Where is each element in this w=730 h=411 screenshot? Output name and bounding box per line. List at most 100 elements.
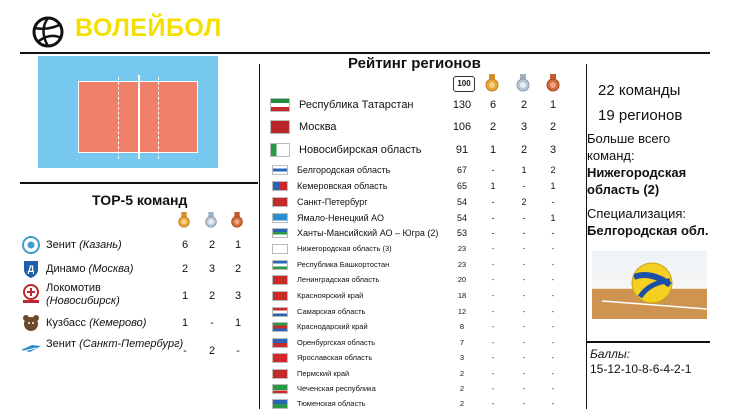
region-bronze: - [551, 291, 555, 300]
team-city: (Кемерово) [89, 317, 147, 329]
top5-divider [20, 182, 258, 184]
region-name: Чеченская республика [297, 384, 376, 393]
region-points: 2 [459, 399, 465, 408]
top5-medal-header [0, 210, 260, 232]
teams-count: 22 команды [598, 82, 681, 99]
region-flag-icon [272, 260, 288, 270]
region-points: 2 [459, 384, 465, 393]
region-points: 53 [456, 228, 467, 238]
region-row: Краснодарский край 8 - - - [270, 321, 590, 339]
region-name: Нижегородская область (3) [297, 244, 392, 253]
region-gold: 6 [489, 99, 497, 111]
region-row: Красноярский край 18 - - - [270, 290, 590, 308]
team-row: Д Динамо (Москва) 2 3 2 [20, 258, 255, 282]
region-bronze: - [551, 307, 555, 316]
region-silver: - [522, 275, 526, 284]
left-column-divider [259, 64, 260, 409]
team-silver: 2 [208, 345, 216, 357]
region-name: Ленинградская область [297, 275, 380, 284]
team-city: (Санкт-Петербург) [79, 338, 184, 350]
top5-title: TOP-5 команд [92, 192, 188, 208]
header-divider [20, 52, 710, 54]
region-bronze: - [551, 197, 555, 207]
region-points: 23 [457, 260, 467, 269]
team-city: (Казань) [79, 239, 122, 251]
team-name: Зенит [46, 239, 77, 251]
region-name: Самарская область [297, 307, 366, 316]
team-bronze: 1 [234, 239, 242, 251]
region-silver: 2 [521, 197, 527, 207]
region-flag-icon [272, 338, 288, 348]
region-gold: - [491, 260, 495, 269]
team-bronze: - [236, 345, 240, 357]
region-points: 23 [457, 244, 467, 253]
region-bronze: - [551, 275, 555, 284]
region-silver: 1 [521, 165, 527, 175]
region-row: Самарская область 12 - - - [270, 306, 590, 324]
team-row: Кузбасс (Кемерово) 1 - 1 [20, 312, 255, 336]
region-row: Ямало-Ненецкий АО 54 - - 1 [270, 212, 590, 230]
region-points: 54 [456, 197, 467, 207]
region-name: Белгородская область [297, 165, 391, 175]
region-points: 18 [457, 291, 467, 300]
team-silver: 2 [208, 239, 216, 251]
team-gold: 1 [181, 317, 189, 329]
region-flag-icon [272, 244, 288, 254]
region-bronze: - [551, 244, 555, 253]
region-flag-icon [270, 98, 290, 112]
region-silver: 2 [520, 144, 528, 156]
region-bronze: - [551, 369, 555, 378]
region-silver: - [522, 322, 526, 331]
team-silver: 3 [208, 263, 216, 275]
region-silver: - [522, 384, 526, 393]
region-name: Новосибирская область [299, 144, 422, 156]
region-flag-icon [270, 143, 290, 157]
region-flag-icon [272, 399, 288, 409]
region-row: Пермский край 2 - - - [270, 368, 590, 386]
regions-count: 19 регионов [598, 107, 683, 124]
region-bronze: 1 [549, 99, 557, 111]
region-points: 12 [457, 307, 467, 316]
region-points: 67 [456, 165, 467, 175]
region-points: 20 [457, 275, 467, 284]
region-silver: - [522, 260, 526, 269]
team-bronze: 1 [234, 317, 242, 329]
region-points: 65 [456, 181, 467, 191]
region-bronze: - [551, 322, 555, 331]
region-points: 106 [452, 121, 472, 133]
right-column-divider [586, 64, 587, 409]
region-bronze: - [551, 384, 555, 393]
region-bronze: 2 [550, 165, 556, 175]
region-flag-icon [272, 197, 288, 207]
region-gold: - [491, 322, 495, 331]
region-gold: - [491, 197, 495, 207]
region-name: Тюменская область [297, 399, 366, 408]
team-row: Зенит (Санкт-Петербург) - 2 - [20, 336, 255, 368]
region-flag-icon [272, 228, 288, 238]
region-row: Чеченская республика 2 - - - [270, 383, 590, 401]
region-row: Оренбургская область 7 - - - [270, 337, 590, 355]
region-flag-icon [272, 369, 288, 379]
region-name: Ярославская область [297, 353, 373, 362]
team-city: (Новосибирск) [46, 295, 120, 307]
region-flag-icon [270, 120, 290, 134]
region-name: Краснодарский край [297, 322, 368, 331]
region-flag-icon [272, 181, 288, 191]
most-teams-value: Нижегородская область (2) [587, 165, 687, 197]
region-gold: - [491, 369, 495, 378]
most-teams-label: Больше всего команд: [587, 131, 671, 163]
team-gold: 6 [181, 239, 189, 251]
region-row: Республика Татарстан 130 6 2 1 [270, 98, 590, 116]
region-gold: - [491, 165, 495, 175]
region-flag-icon [272, 353, 288, 363]
points-badge-icon: 100 [453, 76, 475, 92]
region-points: 91 [455, 144, 469, 156]
court-net [138, 75, 140, 159]
region-gold: - [491, 307, 495, 316]
team-name: Локомотив [46, 282, 101, 294]
region-points: 8 [459, 322, 465, 331]
region-flag-icon [272, 322, 288, 332]
region-silver: - [522, 338, 526, 347]
bronze-medal-icon [546, 74, 560, 92]
gold-medal-icon [485, 74, 499, 92]
